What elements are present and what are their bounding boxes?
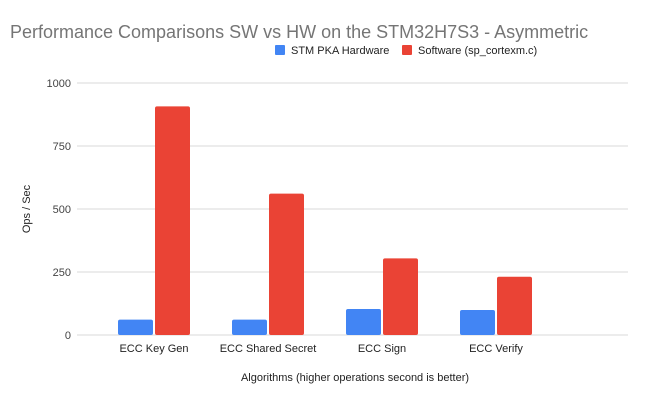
y-tick-label: 500 (53, 204, 71, 216)
x-tick-label: ECC Sign (358, 343, 406, 355)
bar-ecc-sign-software (383, 258, 418, 335)
y-tick-label: 1000 (47, 78, 71, 90)
y-axis-label: Ops / Sec (21, 184, 33, 233)
bar-ecc-shared-secret-hardware (232, 319, 267, 335)
legend: STM PKA Hardware Software (sp_cortexm.c) (275, 45, 537, 57)
x-tick-label: ECC Verify (469, 343, 523, 355)
bar-ecc-verify-hardware (460, 310, 495, 335)
y-tick-label: 0 (65, 330, 71, 342)
legend-label-software: Software (sp_cortexm.c) (418, 45, 537, 57)
bar-ecc-key-gen-hardware (118, 319, 153, 335)
chart-title: Performance Comparisons SW vs HW on the … (10, 22, 588, 42)
bar-ecc-key-gen-software (155, 106, 190, 335)
bar-ecc-shared-secret-software (269, 193, 304, 335)
legend-label-hardware: STM PKA Hardware (291, 45, 389, 57)
bar-ecc-verify-software (497, 276, 532, 335)
y-tick-label: 250 (53, 267, 71, 279)
x-tick-label: ECC Key Gen (119, 343, 188, 355)
legend-swatch-hardware (275, 45, 285, 55)
x-tick-label: ECC Shared Secret (220, 343, 317, 355)
y-tick-label: 750 (53, 141, 71, 153)
bar-ecc-sign-hardware (346, 309, 381, 335)
legend-swatch-software (402, 45, 412, 55)
x-axis-label: Algorithms (higher operations second is … (241, 372, 469, 384)
